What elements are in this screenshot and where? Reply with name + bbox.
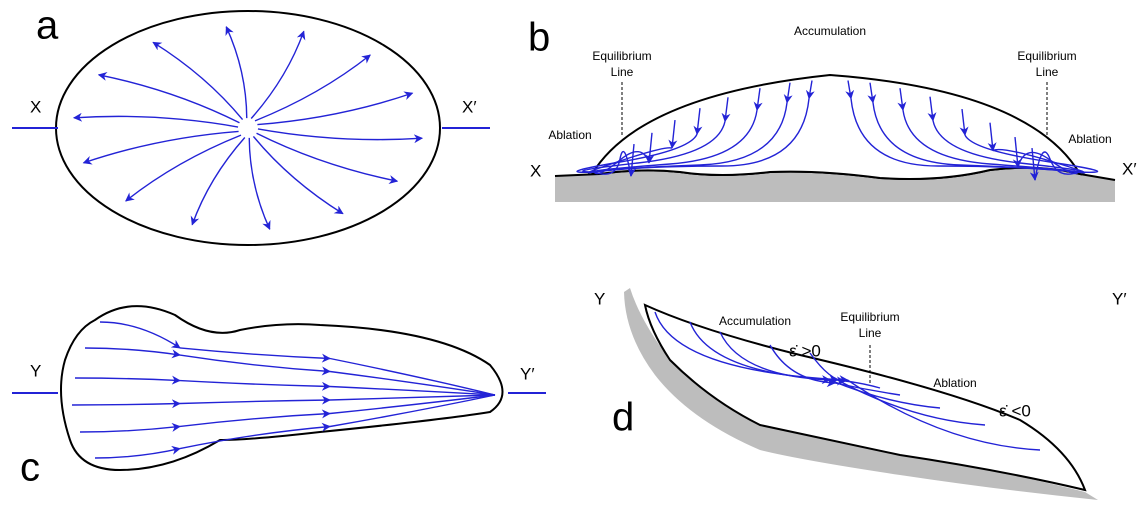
section-end: X′: [1122, 159, 1137, 178]
zone-label: Ablation: [1068, 132, 1111, 146]
zone-label: Accumulation: [719, 314, 791, 328]
zone-label: Line: [1036, 65, 1059, 79]
panel-label: a: [36, 4, 59, 48]
zone-label: Equilibrium: [592, 49, 651, 63]
section-end: X′: [462, 97, 477, 116]
strain-label: ε̇ >0: [789, 341, 821, 360]
section-end: Y′: [1112, 289, 1127, 308]
zone-label: Line: [611, 65, 634, 79]
zone-label: Ablation: [548, 128, 591, 142]
zone-label: Equilibrium: [1017, 49, 1076, 63]
zone-label: Line: [859, 326, 882, 340]
zone-label: Ablation: [933, 376, 976, 390]
ice-sheet-section: [592, 75, 1080, 179]
panel-label: c: [20, 446, 40, 490]
section-end: Y: [30, 361, 41, 380]
section-end: Y′: [520, 364, 535, 383]
zone-label: Equilibrium: [840, 310, 899, 324]
strain-label: ε̇ <0: [999, 401, 1031, 420]
ice-sheet-plan: [56, 11, 440, 245]
figure: a X X′ b Accumulation Equilibrium Line E…: [0, 0, 1142, 509]
section-end: Y: [594, 289, 605, 308]
panel-label: d: [612, 396, 634, 440]
glacier-plan: [61, 306, 503, 470]
panel-label: b: [528, 16, 550, 60]
section-end: X: [530, 161, 541, 180]
section-end: X: [30, 97, 41, 116]
zone-label: Accumulation: [794, 24, 866, 38]
